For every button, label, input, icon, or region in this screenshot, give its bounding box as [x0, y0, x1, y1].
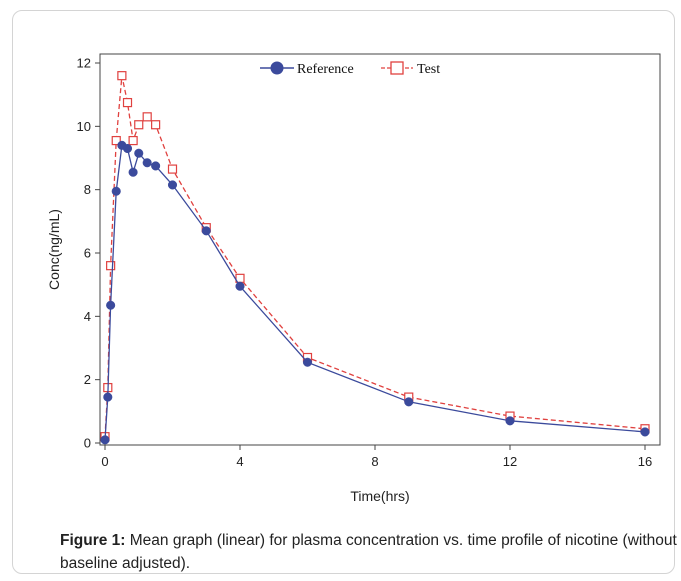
data-point-reference	[302, 357, 313, 367]
data-point-test	[117, 71, 127, 81]
data-point-test	[122, 97, 133, 108]
data-point-reference	[201, 226, 211, 236]
legend-marker-test	[390, 61, 404, 75]
x-tick-label: 0	[101, 454, 108, 469]
x-tick-label: 16	[638, 454, 652, 469]
data-point-reference	[151, 161, 161, 171]
caption-label: Figure 1:	[60, 532, 126, 549]
caption-text: Mean graph (linear) for plasma concentra…	[60, 532, 677, 572]
chart: 0 2 4 6 8 10 12 0 4 8 12 16 Time(hrs) Conc(ng/mL) Ref…	[46, 53, 661, 504]
series-line-reference	[104, 144, 646, 440]
y-tick-label: 2	[84, 372, 91, 387]
legend-marker-reference	[270, 61, 284, 75]
y-tick-label: 4	[84, 309, 91, 324]
data-point-reference	[106, 300, 116, 310]
plot-area: 0 2 4 6 8 10 12 0 4 8 12 16 Time(hrs) Conc(ng/mL)	[46, 53, 661, 504]
x-axis-title: Time(hrs)	[350, 488, 409, 504]
y-tick-label: 8	[84, 182, 91, 197]
data-point-test	[142, 112, 152, 122]
y-tick-label: 6	[84, 246, 91, 261]
x-tick-label: 12	[503, 454, 517, 469]
data-point-test	[128, 135, 138, 146]
data-point-test	[151, 120, 161, 130]
plot-frame	[99, 53, 661, 446]
data-point-test	[134, 120, 144, 130]
data-point-reference	[142, 158, 152, 168]
data-point-reference	[404, 397, 414, 407]
y-tick-label: 0	[84, 436, 91, 451]
data-point-reference	[103, 392, 113, 402]
series-line-test	[104, 75, 646, 437]
data-point-reference	[122, 143, 133, 154]
data-point-reference	[167, 180, 178, 190]
data-point-reference	[134, 148, 144, 158]
x-tick-label: 8	[371, 454, 378, 469]
data-point-reference	[111, 186, 121, 196]
figure-caption: Figure 1: Mean graph (linear) for plasma…	[60, 529, 680, 575]
data-point-test	[106, 261, 116, 271]
data-point-reference	[128, 167, 138, 177]
x-tick-label: 4	[236, 454, 243, 469]
data-point-reference	[235, 281, 245, 291]
y-tick-label: 12	[77, 56, 91, 71]
data-point-reference	[100, 435, 110, 445]
legend-label-reference: Reference	[297, 62, 354, 77]
data-point-test	[111, 135, 121, 146]
y-tick-label: 10	[77, 119, 91, 134]
legend-label-test: Test	[417, 62, 440, 77]
data-point-reference	[505, 416, 515, 426]
data-point-test	[167, 164, 178, 174]
figure-card: 0 2 4 6 8 10 12 0 4 8 12 16 Time(hrs) Conc(ng/mL) Ref…	[12, 10, 677, 574]
legend: Reference Test	[260, 61, 440, 77]
data-point-reference	[640, 427, 650, 437]
y-axis-title: Conc(ng/mL)	[46, 209, 62, 290]
